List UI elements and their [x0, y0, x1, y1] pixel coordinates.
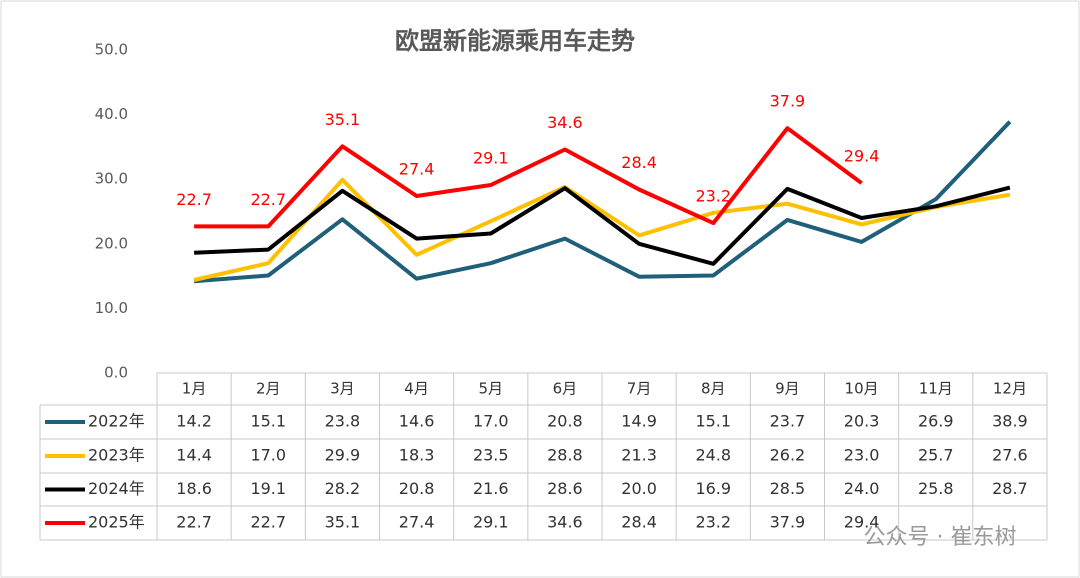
- data-label: 29.1: [473, 149, 509, 168]
- table-cell: 26.2: [770, 446, 806, 465]
- x-tick-label: 12月: [993, 380, 1027, 398]
- y-tick-label: 50.0: [95, 41, 128, 59]
- data-label: 34.6: [547, 113, 583, 132]
- data-label: 28.4: [621, 153, 657, 172]
- table-cell: 28.5: [770, 479, 806, 498]
- series-line: [193, 120, 1012, 284]
- x-tick-label: 4月: [404, 380, 429, 398]
- table-cell: 20.8: [399, 479, 435, 498]
- table-cell: 23.5: [473, 446, 509, 465]
- x-tick-label: 7月: [627, 380, 652, 398]
- data-label: 22.7: [176, 190, 212, 209]
- chart-title: 欧盟新能源乘用车走势: [395, 27, 635, 55]
- table-cell: 35.1: [325, 513, 361, 532]
- table-cell: 24.0: [844, 479, 880, 498]
- x-tick-label: 10月: [845, 380, 879, 398]
- table-cell: 27.4: [399, 513, 435, 532]
- table-cell: 23.0: [844, 446, 880, 465]
- table-cell: 19.1: [250, 479, 286, 498]
- x-tick-label: 2月: [256, 380, 281, 398]
- data-label: 27.4: [399, 159, 435, 178]
- table-cell: 23.2: [695, 513, 731, 532]
- table-cell: 18.3: [399, 446, 435, 465]
- table-cell: 24.8: [695, 446, 731, 465]
- table-cell: 29.1: [473, 513, 509, 532]
- table-cell: 28.8: [547, 446, 583, 465]
- data-label: 37.9: [770, 92, 806, 111]
- data-label: 29.4: [844, 147, 880, 166]
- table-cell: 28.6: [547, 479, 583, 498]
- series-line: [193, 177, 1011, 282]
- x-tick-label: 3月: [330, 380, 355, 398]
- table-cell: 26.9: [918, 412, 954, 431]
- y-tick-label: 30.0: [95, 170, 128, 188]
- table-cell: 29.4: [844, 513, 880, 532]
- legend-label: 2023年: [88, 446, 145, 465]
- x-tick-label: 8月: [701, 380, 726, 398]
- table-cell: 22.7: [176, 513, 212, 532]
- table-cell: 23.8: [325, 412, 361, 431]
- table-cell: 25.8: [918, 479, 954, 498]
- table-cell: 21.3: [621, 446, 657, 465]
- watermark: 公众号 · 崔东树: [864, 525, 1017, 550]
- table-cell: 15.1: [695, 412, 731, 431]
- x-tick-label: 6月: [553, 380, 578, 398]
- table-cell: 22.7: [250, 513, 286, 532]
- table-cell: 37.9: [770, 513, 806, 532]
- table-cell: 38.9: [992, 412, 1028, 431]
- legend-label: 2024年: [88, 479, 145, 498]
- series-line: [194, 185, 1011, 266]
- legend-label: 2022年: [88, 412, 145, 431]
- x-tick-label: 9月: [775, 380, 800, 398]
- table-cell: 14.2: [176, 412, 212, 431]
- table-cell: 14.9: [621, 412, 657, 431]
- series-line: [194, 126, 863, 229]
- x-tick-label: 5月: [478, 380, 503, 398]
- data-label: 22.7: [250, 190, 286, 209]
- y-tick-label: 20.0: [95, 234, 128, 252]
- y-tick-label: 40.0: [95, 105, 128, 123]
- table-cell: 28.7: [992, 479, 1028, 498]
- table-cell: 20.8: [547, 412, 583, 431]
- data-label: 23.2: [695, 187, 731, 206]
- table-cell: 27.6: [992, 446, 1028, 465]
- table-cell: 28.4: [621, 513, 657, 532]
- legend-label: 2025年: [88, 513, 145, 532]
- table-cell: 15.1: [250, 412, 286, 431]
- table-cell: 21.6: [473, 479, 509, 498]
- table-cell: 25.7: [918, 446, 954, 465]
- y-tick-label: 0.0: [104, 364, 128, 382]
- table-cell: 28.2: [325, 479, 361, 498]
- table-cell: 23.7: [770, 412, 806, 431]
- table-cell: 14.4: [176, 446, 212, 465]
- table-cell: 17.0: [473, 412, 509, 431]
- table-cell: 18.6: [176, 479, 212, 498]
- data-label: 35.1: [325, 110, 361, 129]
- x-tick-label: 1月: [182, 380, 207, 398]
- table-cell: 16.9: [695, 479, 731, 498]
- x-tick-label: 11月: [919, 380, 953, 398]
- table-cell: 14.6: [399, 412, 435, 431]
- y-tick-label: 10.0: [95, 299, 128, 317]
- table-cell: 34.6: [547, 513, 583, 532]
- table-cell: 20.0: [621, 479, 657, 498]
- table-cell: 29.9: [325, 446, 361, 465]
- table-cell: 17.0: [250, 446, 286, 465]
- table-cell: 20.3: [844, 412, 880, 431]
